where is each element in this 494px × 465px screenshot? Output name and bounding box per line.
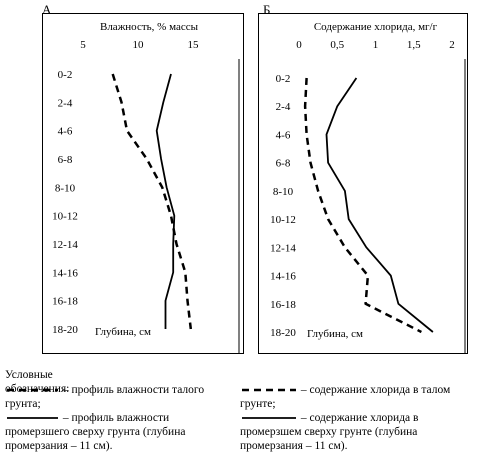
- x-tick-label: 2: [449, 39, 455, 51]
- y-tick-label: 8-10: [55, 182, 76, 194]
- y-axis-title: Глубина, см: [95, 326, 151, 338]
- legend-title: Условные обозначения:: [5, 369, 70, 395]
- legend-item-chloride-thawed: – содержание хлорида в талом грунте;: [240, 383, 480, 411]
- panel-letter-b: Б: [263, 2, 271, 17]
- legend-item-moisture-thawed: – профиль влажности талого грунта;: [5, 383, 230, 411]
- series-line-dashed: [111, 73, 193, 330]
- y-tick-label: 6-8: [58, 154, 73, 166]
- y-tick-label: 8-10: [273, 186, 294, 198]
- legend-item-text-cont: грунта;: [5, 398, 41, 410]
- legend-swatch-solid: [7, 417, 58, 420]
- y-tick-label: 2-4: [58, 97, 73, 109]
- legend-item-text: – содержание хлорида в талом: [300, 384, 451, 396]
- y-tick-label: 0-2: [276, 73, 291, 85]
- x-axis-title: Влажность, % массы: [100, 21, 199, 33]
- panel-letter-a: А: [42, 2, 52, 17]
- x-tick-label: 1: [373, 39, 379, 51]
- y-tick-label: 14-16: [270, 271, 296, 283]
- y-tick-label: 16-18: [270, 299, 296, 311]
- y-axis-title: Глубина, см: [307, 328, 363, 340]
- series-line-solid: [155, 73, 176, 329]
- legend-item-text: – содержание хлорида в: [300, 412, 419, 424]
- x-axis-title: Содержание хлорида, мг/г: [314, 21, 438, 33]
- series-line-dashed: [303, 77, 422, 334]
- chart-a-frame: Влажность, % массы 5 10 15 0-2 2-4 4-6 6-8 8-10 1…: [42, 13, 244, 354]
- y-tick-label: 10-12: [52, 211, 78, 223]
- chart-a: Влажность, % массы 5 10 15 0-2 2-4 4-6 6-8 8-10 1…: [52, 21, 240, 353]
- x-tick-label: 10: [133, 39, 145, 51]
- legend-swatch-solid: [242, 417, 296, 420]
- legend-item-moisture-frozen: – профиль влажности промерзшего сверху г…: [5, 411, 230, 453]
- y-tick-label: 18-20: [270, 327, 296, 339]
- series-line-solid: [325, 77, 434, 333]
- legend-item-text: – профиль влажности талого: [62, 384, 205, 396]
- legend-swatch-dashed: [7, 389, 58, 392]
- x-tick-label: 15: [188, 39, 200, 51]
- legend-item-chloride-frozen: – содержание хлорида в промерзшем сверху…: [240, 411, 480, 453]
- x-tick-label: 5: [80, 39, 86, 51]
- legend-swatch-dashed: [242, 389, 296, 392]
- y-tick-label: 14-16: [52, 267, 78, 279]
- y-tick-label: 2-4: [276, 101, 291, 113]
- y-tick-label: 16-18: [52, 296, 78, 308]
- legend-item-text: – профиль влажности: [62, 412, 170, 424]
- legend-item-text-cont: промерзшего сверху грунта (глубина проме…: [5, 426, 186, 452]
- y-tick-label: 10-12: [270, 214, 296, 226]
- x-tick-label: 0: [296, 39, 302, 51]
- y-tick-label: 12-14: [270, 242, 296, 254]
- y-tick-label: 6-8: [276, 158, 291, 170]
- chart-b: Содержание хлорида, мг/г 0 0,5 1 1,5 2 0-2 2-4 4…: [270, 21, 466, 353]
- y-tick-label: 4-6: [276, 129, 291, 141]
- legend-item-text-cont: промерзшем сверху грунте (глубина промер…: [240, 426, 418, 452]
- y-tick-label: 18-20: [52, 324, 78, 336]
- y-tick-label: 12-14: [52, 239, 78, 251]
- chart-b-frame: Содержание хлорида, мг/г 0 0,5 1 1,5 2 0-2 2-4 4…: [258, 13, 468, 354]
- legend-item-text-cont: грунте;: [240, 398, 276, 410]
- x-tick-label: 1,5: [407, 39, 421, 51]
- y-tick-label: 4-6: [58, 126, 73, 138]
- x-tick-label: 0,5: [330, 39, 344, 51]
- y-tick-label: 0-2: [58, 69, 73, 81]
